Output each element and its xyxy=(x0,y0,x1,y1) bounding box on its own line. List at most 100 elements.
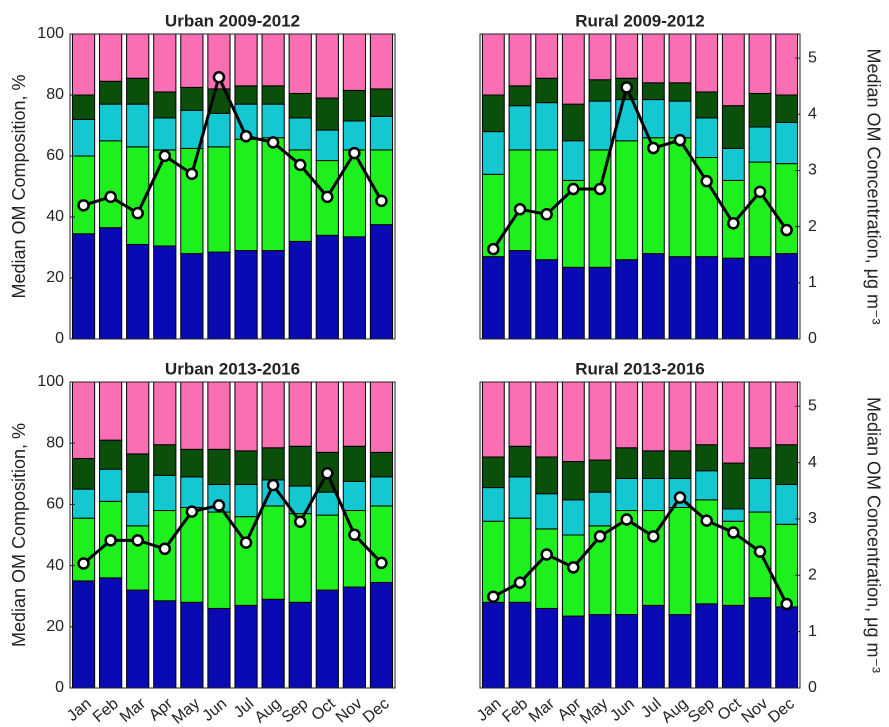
line-marker xyxy=(567,182,580,196)
bar-segment xyxy=(695,117,719,159)
y-tick-label: 0 xyxy=(55,330,64,347)
bar-segment xyxy=(615,381,639,449)
bar-segment xyxy=(288,33,312,94)
bar-segment xyxy=(721,508,745,522)
bar-segment xyxy=(508,149,532,252)
line-marker xyxy=(266,478,280,492)
bar-segment xyxy=(288,381,312,447)
y2-tick-label: 2 xyxy=(808,567,817,584)
bar-segment xyxy=(180,448,204,478)
x-tick-label: Aug xyxy=(659,695,692,726)
bar-segment xyxy=(615,447,639,479)
bar-segment xyxy=(234,450,258,486)
bar-segment xyxy=(261,381,285,449)
bar-segment xyxy=(615,614,639,689)
bar-segment xyxy=(207,607,231,689)
line-marker xyxy=(375,194,388,208)
bar-segment xyxy=(588,33,612,81)
line-marker xyxy=(212,499,226,512)
bar-segment xyxy=(641,253,665,340)
x-tick-label: May xyxy=(577,695,611,727)
bar-segment xyxy=(721,381,745,464)
line-marker xyxy=(77,199,90,212)
bar-segment xyxy=(207,112,231,148)
axes-box xyxy=(69,33,396,340)
bar-segment xyxy=(481,33,505,96)
y2-tick-label: 2 xyxy=(808,218,817,235)
y2-axis-label: Median OM Concentration, μg m⁻³ xyxy=(863,49,883,325)
line-marker xyxy=(620,513,633,526)
x-tick-label: Jan xyxy=(474,695,505,725)
bar-segment xyxy=(288,601,312,689)
line-marker xyxy=(593,530,607,543)
bar-segment xyxy=(207,511,231,609)
line-marker xyxy=(158,542,172,556)
bar-segment xyxy=(588,100,612,151)
bar-segment xyxy=(342,381,366,447)
y-tick-label: 80 xyxy=(46,86,64,103)
subplot-title: Rural 2009-2012 xyxy=(575,11,704,30)
line-marker xyxy=(375,556,388,570)
line-marker xyxy=(185,505,199,518)
bar-segment xyxy=(695,381,719,446)
bar-segment xyxy=(535,456,559,495)
bar-segment xyxy=(234,250,258,340)
bar-segment xyxy=(775,484,799,525)
bar-segment xyxy=(535,102,559,151)
bar-segment xyxy=(695,33,719,93)
bar-segment xyxy=(775,523,799,608)
y2-tick-label: 1 xyxy=(808,623,817,640)
bar-segment xyxy=(315,97,339,131)
bar-segment xyxy=(153,444,177,476)
bar-segment xyxy=(668,256,692,340)
bar-segment xyxy=(721,147,745,181)
line-marker xyxy=(513,202,527,216)
bar-segment xyxy=(288,92,312,119)
bar-segment xyxy=(775,253,799,340)
bar-segment xyxy=(668,82,692,102)
bar-segment xyxy=(748,447,772,479)
y2-tick-label: 3 xyxy=(808,162,817,179)
line-marker xyxy=(620,81,633,94)
bar-segment xyxy=(315,491,339,516)
bar-segment xyxy=(561,140,585,181)
bar-segment xyxy=(721,604,745,689)
bar-segment xyxy=(481,94,505,133)
bar-segment xyxy=(261,85,285,105)
bar-segment xyxy=(775,33,799,96)
bar-segment xyxy=(535,33,559,79)
bar-segment xyxy=(180,86,204,111)
x-tick-label: Nov xyxy=(333,695,366,726)
x-tick-label: Oct xyxy=(715,695,745,724)
x-tick-label: Feb xyxy=(499,695,531,726)
bar-segment xyxy=(126,243,150,340)
bar-segment xyxy=(153,474,177,512)
line-marker xyxy=(753,185,767,199)
bar-segment xyxy=(668,450,692,479)
bar-segment xyxy=(153,149,177,247)
bar-segment xyxy=(775,94,799,123)
bar-segment xyxy=(641,450,665,479)
bar-segment xyxy=(508,105,532,151)
bar-segment xyxy=(342,120,366,151)
bar-segment xyxy=(126,589,150,689)
line-marker xyxy=(293,515,307,529)
line-marker xyxy=(540,548,553,561)
subplot: Urban 2009-2012 0 20 40 60 80 100 Median OM Com… xyxy=(9,11,396,347)
bar-segment xyxy=(695,91,719,119)
bar-segment xyxy=(775,381,799,446)
x-tick-label: Sep xyxy=(279,695,312,726)
bar-segment xyxy=(153,510,177,602)
bar-segment xyxy=(234,381,258,452)
x-tick-label: Jun xyxy=(200,695,231,725)
bar-segment xyxy=(668,506,692,616)
bar-segment xyxy=(261,103,285,139)
bar-segment xyxy=(775,121,799,165)
axes-box xyxy=(479,33,801,340)
line-marker xyxy=(131,534,144,547)
bar-segment xyxy=(748,477,772,513)
line-marker xyxy=(540,208,553,221)
bar-segment xyxy=(369,451,394,478)
